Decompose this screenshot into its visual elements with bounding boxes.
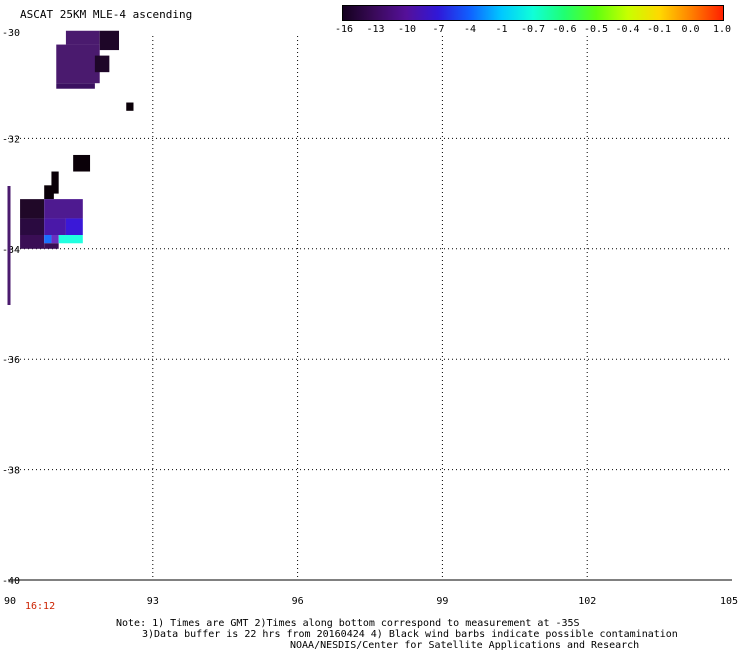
data-cell	[44, 185, 54, 200]
data-cell	[73, 154, 91, 172]
longitude-label: 90	[4, 596, 16, 607]
data-cell	[44, 199, 83, 219]
data-cell	[51, 235, 59, 244]
note-line-3: NOAA/NESDIS/Center for Satellite Applica…	[290, 640, 640, 651]
colorbar-tick-label: -10	[398, 24, 417, 35]
longitude-label: 93	[147, 596, 159, 607]
colorbar-tick-label: -0.1	[647, 24, 672, 35]
latitude-label: -36	[2, 355, 20, 366]
data-cell	[65, 218, 83, 235]
data-cell	[65, 30, 100, 45]
data-cell	[126, 102, 134, 111]
latitude-label: -30	[2, 28, 20, 39]
latitude-label: -38	[2, 466, 20, 477]
data-cell	[58, 235, 83, 244]
note-line-1: Note: 1) Times are GMT 2)Times along bot…	[116, 618, 580, 629]
data-cell	[94, 55, 110, 73]
longitude-label: 105	[720, 596, 738, 607]
map-title: ASCAT 25KM MLE-4 ascending	[20, 8, 193, 21]
colorbar-tick-label: -1	[495, 24, 508, 35]
colorbar-tick-label: -4	[464, 24, 477, 35]
colorbar-tick-label: -0.4	[615, 24, 640, 35]
latitude-label: -32	[2, 134, 20, 145]
longitude-label: 99	[436, 596, 448, 607]
data-cell	[56, 83, 95, 89]
colorbar-tick-label: 1.0	[713, 24, 732, 35]
latitude-label: -40	[2, 576, 20, 587]
colorbar-tick-label: -13	[366, 24, 385, 35]
data-cell	[44, 235, 52, 244]
colorbar-tick-label: -0.7	[521, 24, 546, 35]
note-line-2: 3)Data buffer is 22 hrs from 20160424 4)…	[142, 629, 678, 640]
colorbar-tick-label: -16	[335, 24, 354, 35]
axis-labels: -30 -32 -34 -36 -38 -40 90 93 96 99 102 105	[2, 28, 738, 607]
longitude-label: 102	[578, 596, 596, 607]
time-label: 16:12	[25, 601, 56, 612]
data-cells	[20, 30, 134, 249]
data-cell	[20, 199, 45, 219]
data-cell	[20, 218, 45, 235]
data-cell	[20, 235, 45, 249]
colorbar-tick-label: 0.0	[681, 24, 700, 35]
colorbar-tick-label: -7	[432, 24, 445, 35]
graticule	[8, 36, 732, 580]
colorbar	[342, 5, 724, 21]
longitude-label: 96	[292, 596, 304, 607]
latitude-label: -34	[2, 245, 20, 256]
data-cell	[44, 218, 66, 235]
data-cell	[44, 243, 59, 249]
colorbar-tick-label: -0.5	[584, 24, 609, 35]
colorbar-tick-label: -0.6	[552, 24, 577, 35]
data-cell	[99, 30, 120, 51]
data-cell	[56, 44, 100, 84]
data-cell	[51, 171, 59, 194]
